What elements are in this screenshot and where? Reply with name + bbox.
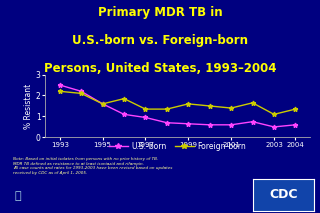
U.S.-born: [251, 120, 254, 123]
Legend: U.S.-born, Foreign-born: U.S.-born, Foreign-born: [106, 139, 249, 154]
Text: Note: Based on initial isolates from persons with no prior history of TB.
MDR TB: Note: Based on initial isolates from per…: [13, 157, 172, 175]
Foreign-born: [144, 108, 148, 110]
Foreign-born: [79, 92, 83, 95]
Text: U.S.-born vs. Foreign-born: U.S.-born vs. Foreign-born: [72, 34, 248, 47]
U.S.-born: [208, 124, 212, 126]
Foreign-born: [58, 90, 62, 93]
U.S.-born: [144, 116, 148, 119]
Text: CDC: CDC: [269, 188, 298, 201]
Text: Primary MDR TB in: Primary MDR TB in: [98, 6, 222, 19]
U.S.-born: [186, 122, 190, 125]
Y-axis label: % Resistant: % Resistant: [24, 83, 33, 129]
Foreign-born: [165, 108, 169, 110]
Foreign-born: [101, 103, 105, 105]
Line: Foreign-born: Foreign-born: [57, 89, 298, 117]
U.S.-born: [272, 126, 276, 128]
Foreign-born: [186, 103, 190, 105]
Text: Persons, United States, 1993–2004: Persons, United States, 1993–2004: [44, 62, 276, 75]
U.S.-born: [122, 113, 126, 116]
Foreign-born: [122, 97, 126, 100]
U.S.-born: [58, 84, 62, 86]
U.S.-born: [293, 124, 297, 126]
Foreign-born: [229, 107, 233, 109]
Foreign-born: [293, 108, 297, 110]
Line: U.S.-born: U.S.-born: [57, 83, 298, 129]
U.S.-born: [229, 124, 233, 126]
Text: 🦅: 🦅: [14, 191, 21, 201]
Foreign-born: [251, 102, 254, 104]
Foreign-born: [272, 113, 276, 116]
Foreign-born: [208, 105, 212, 107]
U.S.-born: [79, 90, 83, 93]
U.S.-born: [165, 121, 169, 124]
U.S.-born: [101, 103, 105, 105]
